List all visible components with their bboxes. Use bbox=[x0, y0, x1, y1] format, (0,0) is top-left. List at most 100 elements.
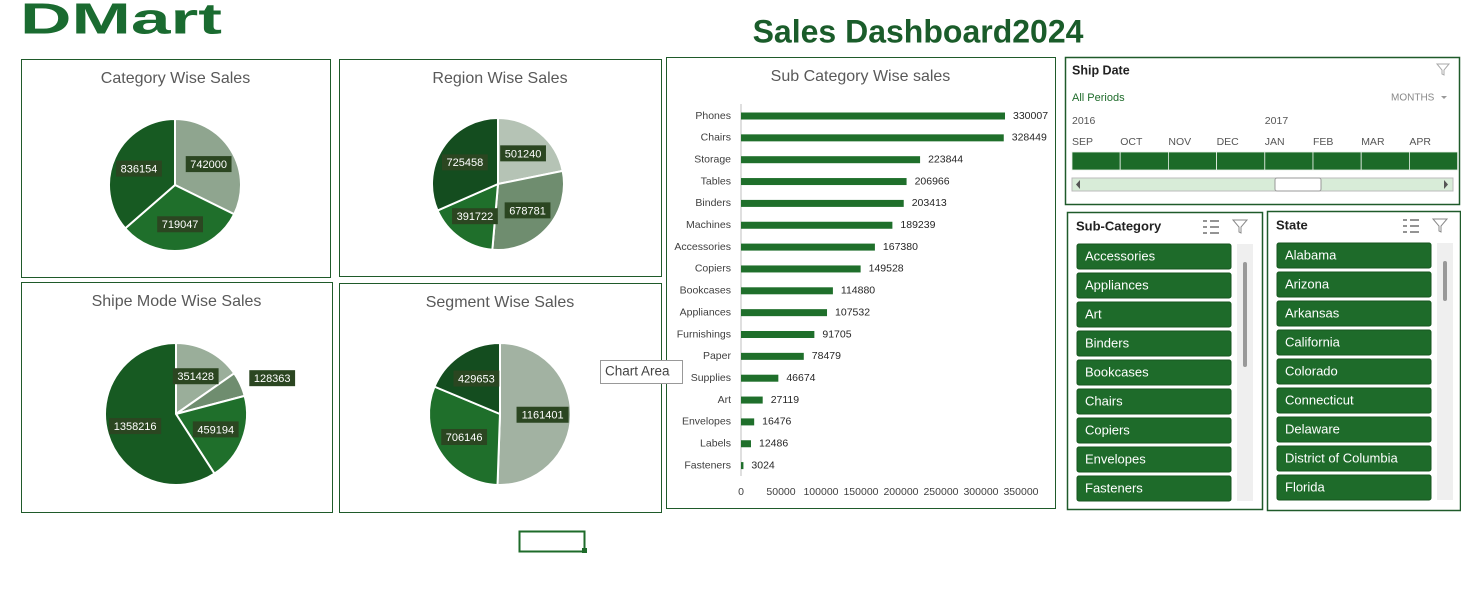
slicer-item[interactable] bbox=[1276, 416, 1432, 443]
category-label: Furnishings bbox=[677, 328, 731, 340]
chart-title: Category Wise Sales bbox=[101, 70, 250, 87]
timeline-period-bar[interactable] bbox=[1312, 151, 1362, 171]
timeline-period-bar[interactable] bbox=[1360, 151, 1410, 171]
bar bbox=[741, 156, 921, 164]
clear-filter-icon[interactable] bbox=[1435, 63, 1451, 76]
bar bbox=[741, 221, 893, 229]
clear-filter-icon[interactable] bbox=[1431, 218, 1449, 233]
slicer-item-label: District of Columbia bbox=[1285, 450, 1398, 465]
data-label: 12486 bbox=[759, 438, 788, 450]
timeline-period-bar[interactable] bbox=[1216, 151, 1266, 171]
slicer-item[interactable] bbox=[1076, 272, 1232, 299]
data-label: 3024 bbox=[751, 459, 775, 471]
data-label: 149528 bbox=[869, 263, 904, 275]
data-label: 328449 bbox=[1012, 132, 1047, 144]
x-tick-label: 300000 bbox=[963, 486, 998, 498]
timeline-period-bar[interactable] bbox=[1071, 151, 1121, 171]
slicer-item-label: Florida bbox=[1285, 479, 1326, 494]
slicer-item[interactable] bbox=[1076, 359, 1232, 386]
data-label: 27119 bbox=[771, 394, 800, 406]
category-label: Binders bbox=[695, 197, 731, 209]
timeline-year: 2017 bbox=[1265, 115, 1289, 127]
timeline-month: SEP bbox=[1072, 136, 1093, 148]
timeline-month: MAR bbox=[1361, 136, 1385, 148]
slicer-item-label: Chairs bbox=[1085, 393, 1123, 408]
slicer-item[interactable] bbox=[1276, 242, 1432, 269]
bar bbox=[741, 199, 904, 207]
multi-select-icon[interactable] bbox=[1403, 219, 1419, 233]
slicer-item-label: Appliances bbox=[1085, 277, 1149, 292]
selected-cell[interactable] bbox=[518, 530, 586, 553]
data-label-box bbox=[249, 370, 296, 387]
category-label: Copiers bbox=[695, 263, 731, 275]
slicer-item[interactable] bbox=[1076, 475, 1232, 502]
clear-filter-icon[interactable] bbox=[1231, 219, 1249, 234]
logo: DMart bbox=[20, 0, 223, 44]
slicer-item[interactable] bbox=[1276, 329, 1432, 356]
slicer-item[interactable] bbox=[1076, 243, 1232, 270]
slicer-item-label: Binders bbox=[1085, 335, 1130, 350]
slicer-scroll-thumb[interactable] bbox=[1243, 262, 1247, 367]
slicer-item-label: Alabama bbox=[1285, 247, 1337, 262]
slicer-item[interactable] bbox=[1276, 271, 1432, 298]
bar bbox=[741, 440, 751, 448]
slicer-item[interactable] bbox=[1076, 446, 1232, 473]
bar bbox=[741, 396, 763, 404]
chart-panel bbox=[666, 57, 1056, 509]
slicer-item[interactable] bbox=[1076, 301, 1232, 328]
timeline-scroll-thumb[interactable] bbox=[1274, 177, 1322, 192]
slicer-scroll-thumb[interactable] bbox=[1443, 261, 1447, 301]
timeline-month: FEB bbox=[1313, 136, 1333, 148]
timeline-unit[interactable]: MONTHS bbox=[1391, 93, 1435, 104]
data-label-box bbox=[453, 370, 500, 387]
data-label: 501240 bbox=[505, 148, 542, 160]
timeline-period-bar[interactable] bbox=[1409, 151, 1459, 171]
chart-title: Region Wise Sales bbox=[432, 70, 567, 87]
bar bbox=[741, 352, 804, 360]
data-label: 351428 bbox=[177, 371, 214, 383]
data-label: 128363 bbox=[254, 373, 291, 385]
slicer-item-label: Arizona bbox=[1285, 276, 1330, 291]
slicer-item[interactable] bbox=[1276, 387, 1432, 414]
slicer-item[interactable] bbox=[1276, 474, 1432, 501]
timeline-period-bar[interactable] bbox=[1168, 151, 1218, 171]
category-label: Tables bbox=[701, 175, 731, 187]
bar bbox=[741, 178, 907, 186]
slicer-item-label: California bbox=[1285, 334, 1341, 349]
x-tick-label: 0 bbox=[738, 486, 744, 498]
slicer-item[interactable] bbox=[1276, 300, 1432, 327]
slicer-item[interactable] bbox=[1076, 417, 1232, 444]
timeline-period-bar[interactable] bbox=[1264, 151, 1314, 171]
dashboard-title: Sales Dashboard2024 bbox=[753, 13, 1084, 49]
data-label: 189239 bbox=[900, 219, 935, 231]
slicer-item-label: Art bbox=[1085, 306, 1102, 321]
dropdown-arrow bbox=[1441, 96, 1447, 99]
slicer-item[interactable] bbox=[1076, 330, 1232, 357]
slicer-item[interactable] bbox=[1276, 358, 1432, 385]
data-label: 429653 bbox=[458, 373, 495, 385]
category-label: Fasteners bbox=[684, 459, 731, 471]
data-label: 678781 bbox=[509, 205, 546, 217]
data-label: 1358216 bbox=[114, 421, 157, 433]
slicer-item-label: Accessories bbox=[1085, 248, 1156, 263]
bar bbox=[741, 243, 875, 251]
scroll-right[interactable] bbox=[1444, 180, 1448, 189]
data-label-box bbox=[516, 406, 569, 423]
slicer-item-label: Bookcases bbox=[1085, 364, 1149, 379]
multi-select-icon[interactable] bbox=[1203, 220, 1219, 234]
timeline-period-bar[interactable] bbox=[1119, 151, 1169, 171]
category-label: Bookcases bbox=[680, 285, 731, 297]
bar bbox=[741, 462, 744, 470]
chart-title: Sub Category Wise sales bbox=[771, 68, 951, 85]
data-label: 1161401 bbox=[522, 410, 564, 422]
timeline-month: OCT bbox=[1120, 136, 1143, 148]
data-label: 391722 bbox=[457, 211, 494, 223]
data-label: 719047 bbox=[162, 219, 199, 231]
slicer-item[interactable] bbox=[1276, 445, 1432, 472]
scroll-left[interactable] bbox=[1076, 180, 1080, 189]
slicer-item[interactable] bbox=[1076, 388, 1232, 415]
data-label: 46674 bbox=[786, 372, 815, 384]
data-label: 706146 bbox=[446, 432, 483, 444]
x-tick-label: 250000 bbox=[923, 486, 958, 498]
bar bbox=[741, 134, 1004, 142]
